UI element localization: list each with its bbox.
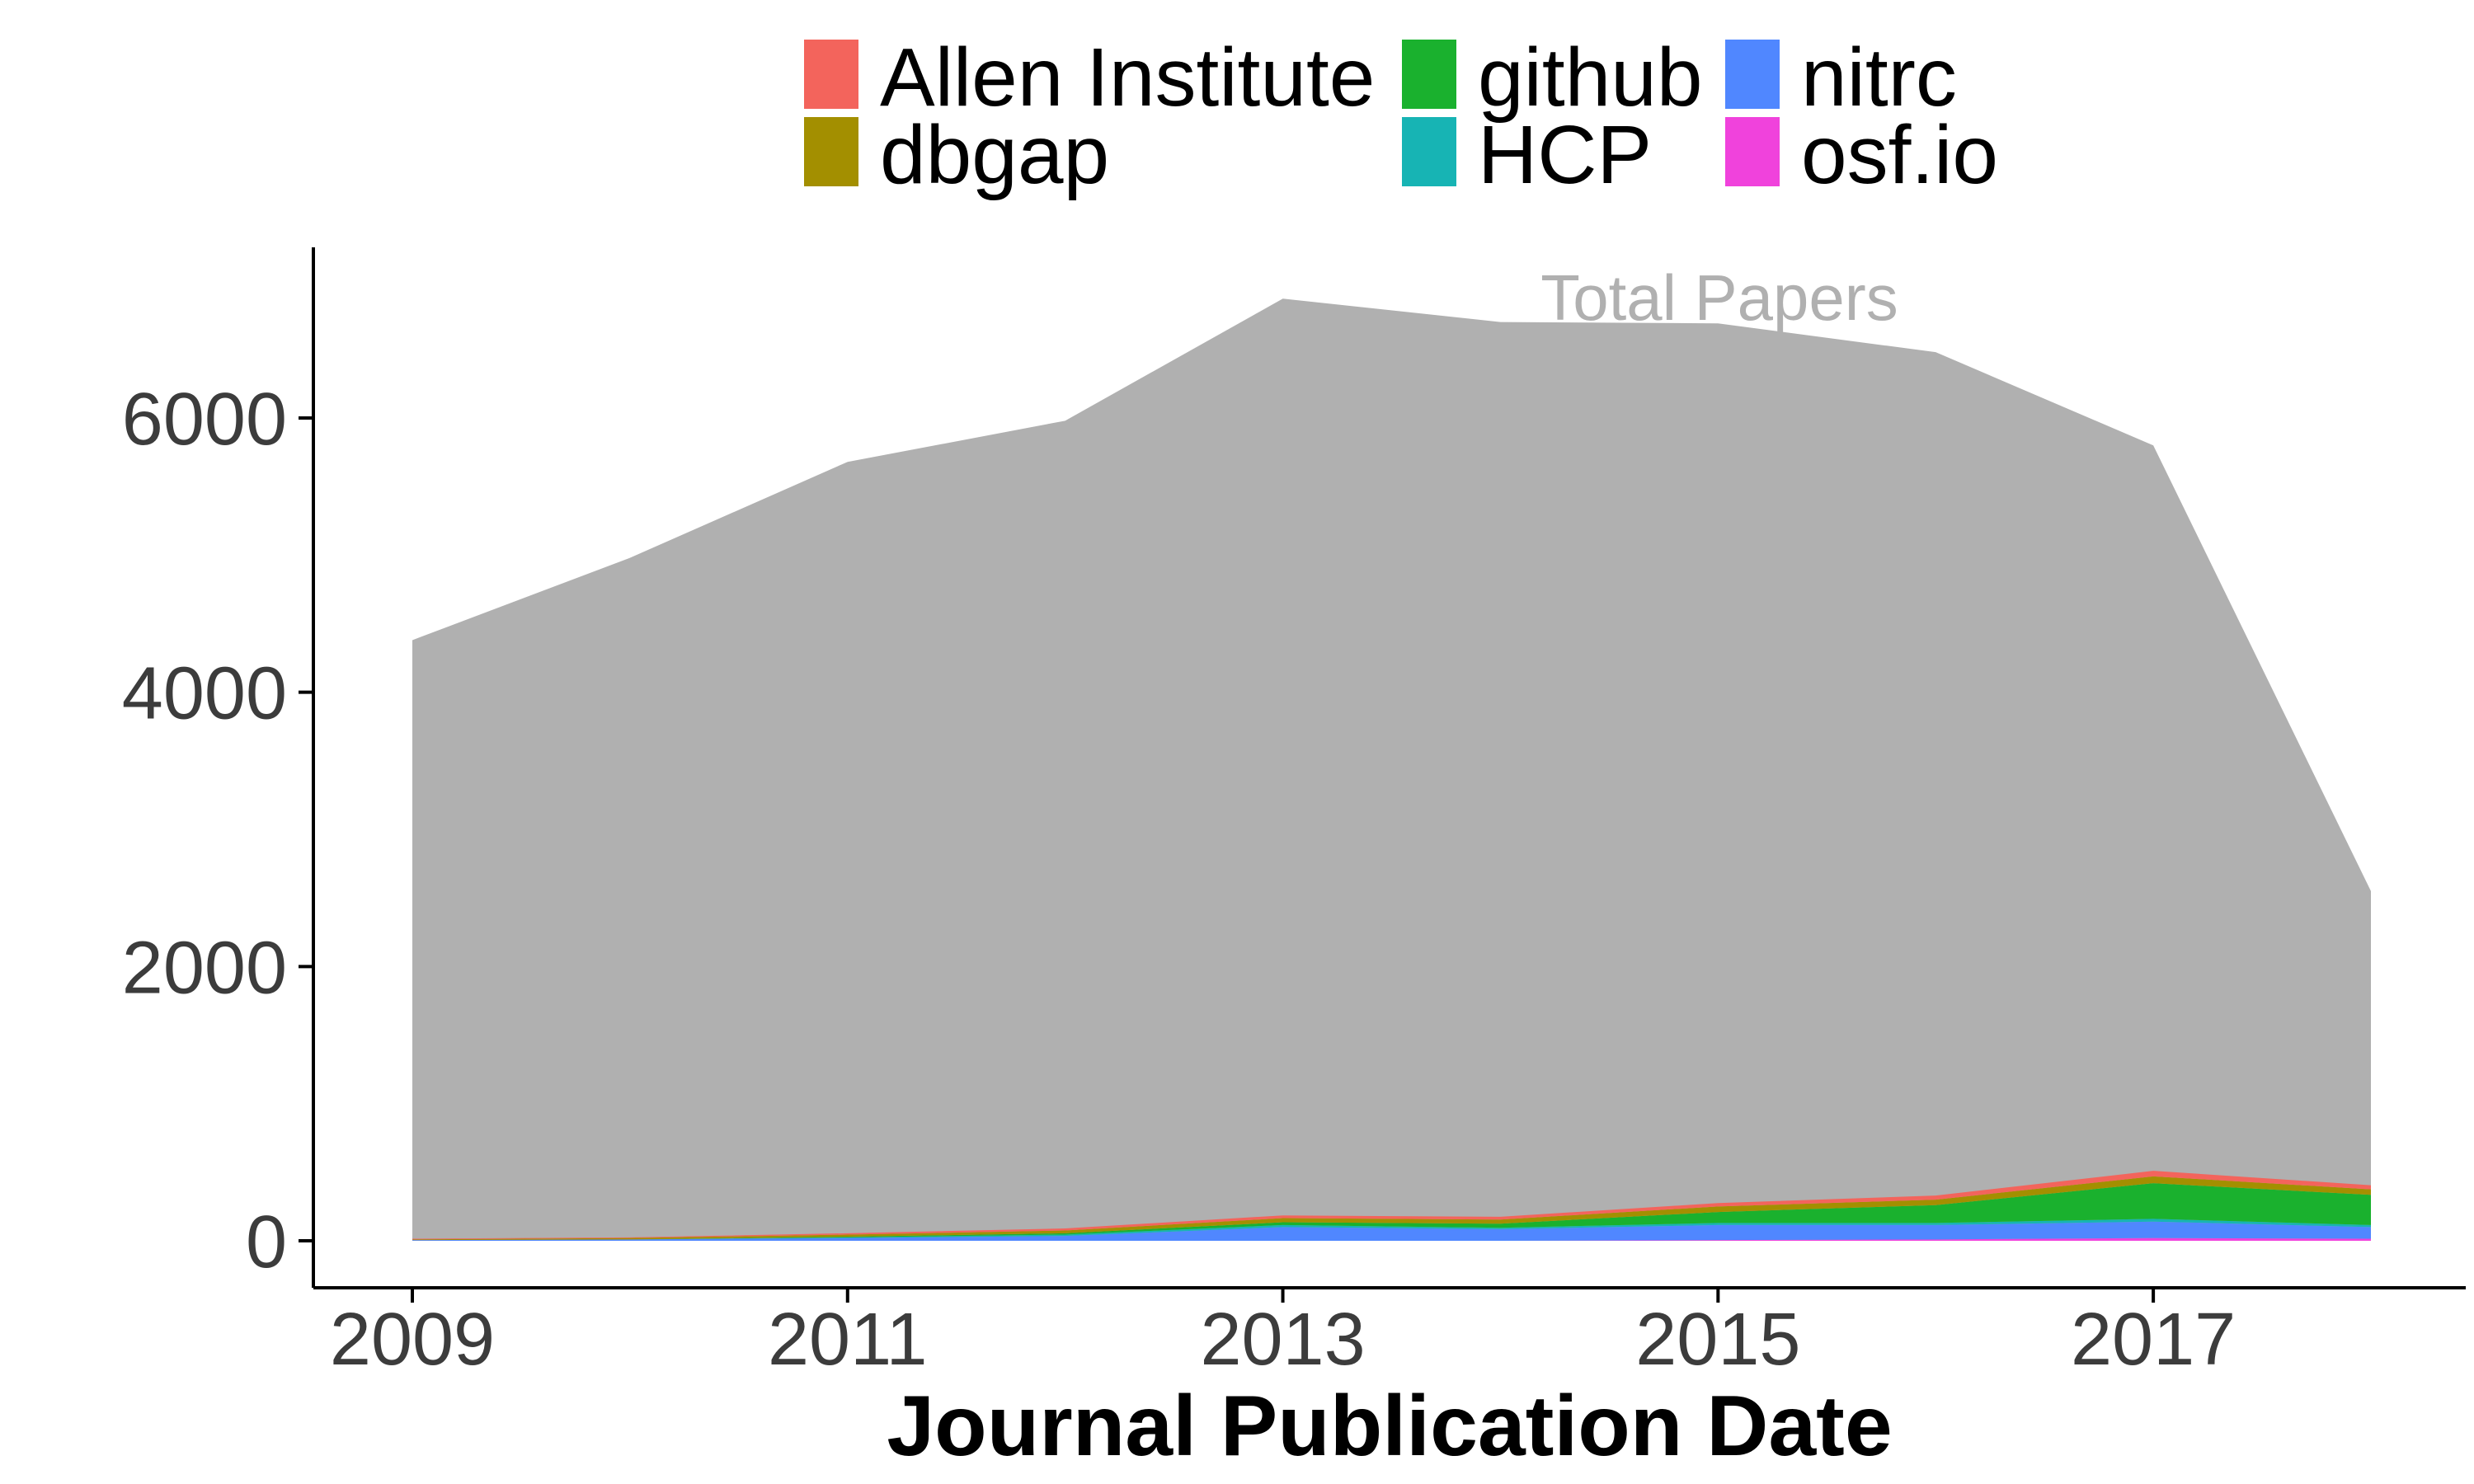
legend-swatch-hcp <box>1402 117 1456 186</box>
total-papers-annotation: Total Papers <box>1540 261 1898 334</box>
y-tick-label: 4000 <box>122 653 287 735</box>
axes: 0 2000 4000 6000 2009 2011 2013 2015 2017 <box>122 247 2466 1381</box>
series-area-nitrc <box>412 1221 2371 1241</box>
legend-label: nitrc <box>1801 31 1957 124</box>
x-axis-ticks: 2009 2011 2013 2015 2017 <box>330 1288 2236 1381</box>
legend-swatch-allen-institute <box>804 40 858 109</box>
x-tick-label: 2009 <box>330 1298 495 1381</box>
series-areas <box>412 1171 2371 1241</box>
x-tick-label: 2017 <box>2071 1298 2236 1381</box>
legend-label: dbgap <box>880 109 1109 201</box>
series-area-github <box>412 1183 2371 1241</box>
legend-label: osf.io <box>1801 109 1998 201</box>
y-tick-label: 6000 <box>122 378 287 461</box>
x-tick-label: 2011 <box>768 1298 928 1381</box>
plot-area: Total Papers <box>412 261 2371 1241</box>
series-area-hcp <box>412 1219 2371 1241</box>
x-axis-title: Journal Publication Date <box>887 1378 1892 1474</box>
legend-label: HCP <box>1478 109 1652 201</box>
legend-swatch-nitrc <box>1725 40 1780 109</box>
legend-swatch-github <box>1402 40 1456 109</box>
series-area-osf-io <box>412 1237 2371 1241</box>
legend-label: Allen Institute <box>880 31 1375 124</box>
legend-swatch-dbgap <box>804 117 858 186</box>
y-axis-ticks: 0 2000 4000 6000 <box>122 378 313 1284</box>
y-tick-label: 0 <box>246 1201 287 1284</box>
series-area-dbgap <box>412 1176 2371 1241</box>
total-papers-area <box>412 298 2371 1241</box>
legend-label: github <box>1478 31 1702 124</box>
legend-swatch-osf-io <box>1725 117 1780 186</box>
x-tick-label: 2015 <box>1635 1298 1800 1381</box>
y-tick-label: 2000 <box>122 927 287 1009</box>
x-tick-label: 2013 <box>1200 1298 1365 1381</box>
